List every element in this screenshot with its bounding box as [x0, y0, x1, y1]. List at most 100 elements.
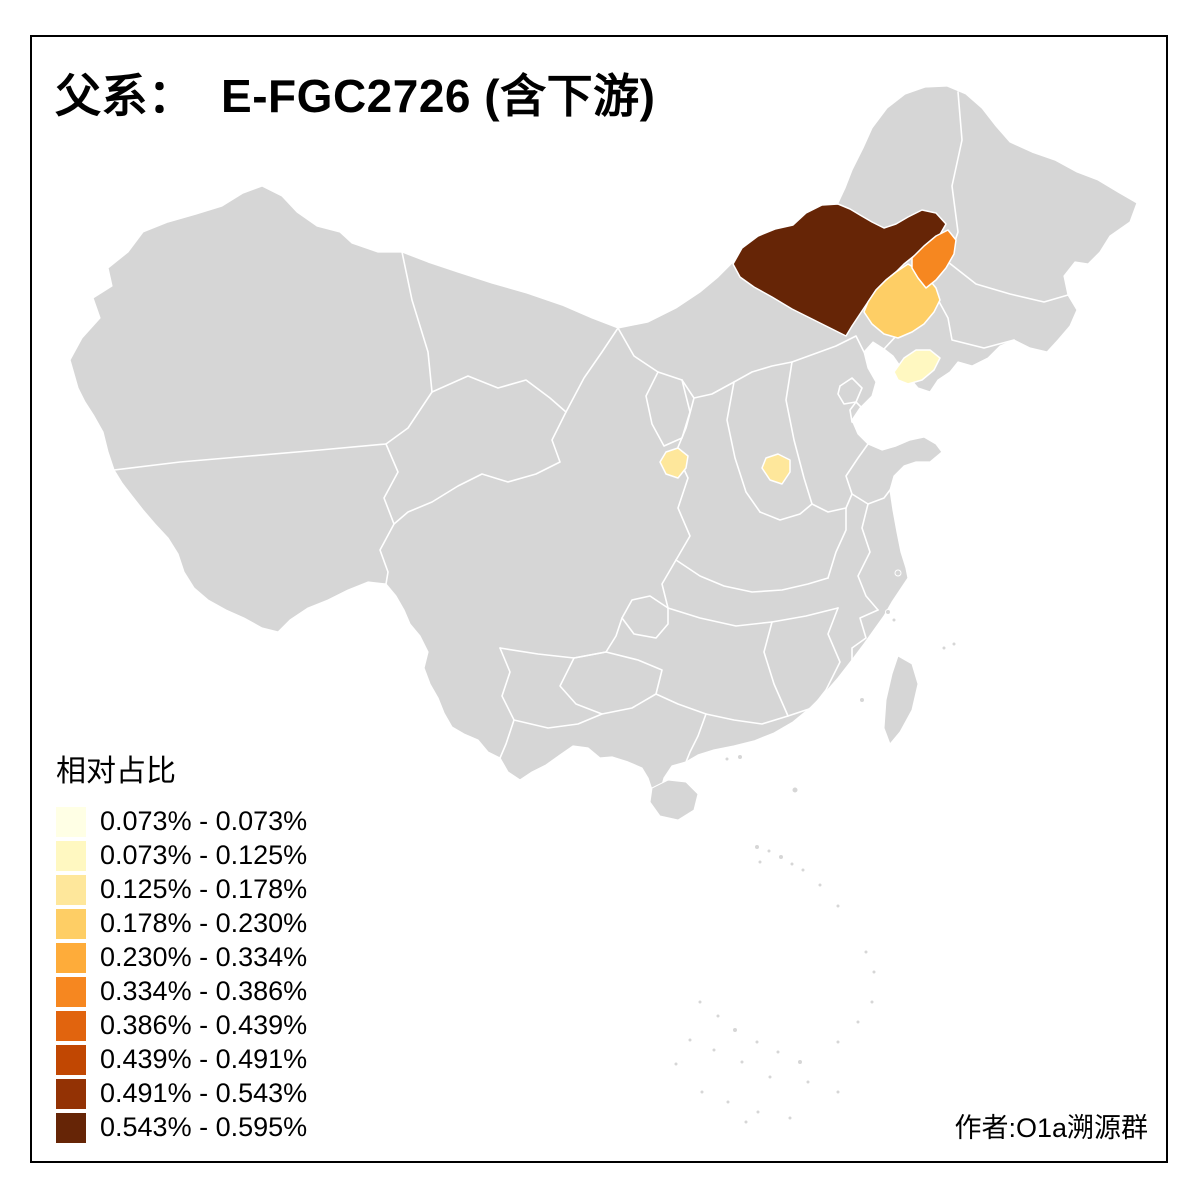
- legend-item: 0.073% - 0.073%: [56, 806, 307, 837]
- legend-item: 0.439% - 0.491%: [56, 1044, 307, 1075]
- island-dot: [885, 609, 891, 615]
- legend-item: 0.543% - 0.595%: [56, 1112, 307, 1143]
- legend-swatch: [56, 1044, 86, 1075]
- page-title: 父系： E-FGC2726 (含下游): [55, 70, 656, 122]
- border-hubei-west: [661, 559, 677, 609]
- legend-title: 相对占比: [56, 755, 176, 788]
- island-dot: [699, 1089, 705, 1095]
- island-dot: [775, 1049, 781, 1055]
- border-jiangsu-anhui: [857, 503, 879, 611]
- legend-swatch: [56, 1078, 86, 1109]
- legend-swatch: [56, 806, 86, 837]
- border-henan-south: [675, 559, 829, 593]
- legend-label: 0.491% - 0.543%: [100, 1078, 308, 1108]
- legend-item: 0.230% - 0.334%: [56, 942, 307, 973]
- island-dot: [739, 1059, 745, 1065]
- border-henan-north: [811, 493, 853, 513]
- island-dot: [687, 1037, 693, 1043]
- border-guizhou: [559, 651, 663, 715]
- legend-swatch: [56, 1112, 86, 1143]
- legend-swatch: [56, 908, 86, 939]
- island-dot: [800, 867, 806, 873]
- island-dot: [871, 969, 877, 975]
- border-shanxi-east: [785, 361, 813, 505]
- island-dot: [697, 999, 703, 1005]
- island-dot: [743, 1119, 749, 1125]
- island-dot: [894, 569, 902, 577]
- island-dot: [869, 999, 875, 1005]
- border-yunnan-east: [499, 647, 515, 759]
- island-dot: [791, 786, 799, 794]
- border-qinghai-north: [431, 375, 567, 413]
- region-south-ningxia: [659, 447, 689, 479]
- island-dot: [951, 641, 957, 647]
- taiwan-island: [883, 655, 919, 745]
- island-dot: [835, 903, 841, 909]
- legend-label: 0.334% - 0.386%: [100, 976, 308, 1006]
- island-dot: [711, 1047, 717, 1053]
- border-shanxi-west: [726, 381, 761, 513]
- legend-item: 0.386% - 0.439%: [56, 1010, 307, 1041]
- island-dot: [732, 1027, 738, 1033]
- border-zhejiang-west: [851, 609, 879, 661]
- island-dot: [737, 754, 743, 760]
- border-hebei-shandong: [845, 443, 869, 495]
- island-dot: [673, 1061, 679, 1067]
- border-anhui-henan: [827, 507, 847, 579]
- legend-label: 0.073% - 0.073%: [100, 806, 308, 836]
- island-dot: [835, 1039, 841, 1045]
- border-shanxi-south: [759, 503, 813, 521]
- island-dot: [859, 697, 865, 703]
- province-borders: [113, 91, 1069, 763]
- legend-label: 0.230% - 0.334%: [100, 942, 308, 972]
- legend-item: 0.125% - 0.178%: [56, 874, 307, 905]
- border-innermongolia-south: [617, 327, 865, 399]
- island-dot: [766, 848, 772, 854]
- island-dot: [787, 1115, 793, 1121]
- legend-swatch: [56, 1010, 86, 1041]
- border-guangxi-east: [655, 693, 707, 763]
- border-shandong-south: [851, 489, 891, 505]
- legend-item: 0.334% - 0.386%: [56, 976, 307, 1007]
- legend-swatch: [56, 976, 86, 1007]
- legend-label: 0.125% - 0.178%: [100, 874, 308, 904]
- region-southeast-shanxi: [761, 453, 791, 485]
- legend-item: 0.491% - 0.543%: [56, 1078, 307, 1109]
- legend-label: 0.073% - 0.125%: [100, 840, 308, 870]
- islands: [649, 569, 957, 1125]
- region-hinggan-west-jilin: [911, 229, 957, 289]
- border-jiangxi-east: [811, 607, 841, 709]
- border-jilin-liaoning: [935, 295, 1015, 349]
- region-liaodong-peninsula: [893, 349, 941, 385]
- island-dot: [724, 756, 730, 762]
- border-hunan-jiangxi: [763, 621, 789, 717]
- border-qinghai-southeast: [393, 411, 567, 525]
- border-guangxi-north: [513, 713, 603, 729]
- island-dot: [817, 882, 823, 888]
- legend-item: 0.073% - 0.125%: [56, 840, 307, 871]
- border-tibet-north: [113, 443, 387, 471]
- border-guangdong-north: [705, 707, 813, 725]
- border-gansu-innermongolia: [565, 327, 619, 413]
- legend-label: 0.439% - 0.491%: [100, 1044, 308, 1074]
- border-chongqing: [621, 595, 669, 639]
- border-tianjin: [849, 401, 867, 427]
- island-dot: [767, 1074, 773, 1080]
- border-heilongjiang-jilin: [947, 261, 1069, 303]
- island-dot: [754, 844, 760, 850]
- island-dot: [855, 1019, 861, 1025]
- island-dot: [835, 1089, 841, 1095]
- island-dot: [754, 1039, 760, 1045]
- legend-swatch: [56, 942, 86, 973]
- legend-swatch: [56, 874, 86, 905]
- border-shaanxi-west: [675, 397, 695, 561]
- island-dot: [863, 949, 869, 955]
- highlighted-regions: [659, 203, 957, 485]
- island-dot: [725, 1099, 731, 1105]
- island-dot: [797, 1059, 803, 1065]
- legend-label: 0.386% - 0.439%: [100, 1010, 308, 1040]
- legend-swatch: [56, 840, 86, 871]
- legend-label: 0.543% - 0.595%: [100, 1112, 308, 1142]
